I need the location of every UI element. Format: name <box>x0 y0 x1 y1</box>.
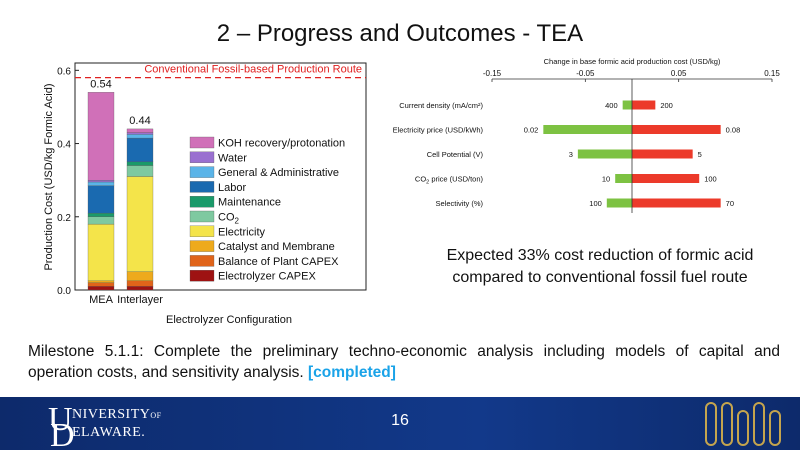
footer-bar: U NIVERSITYOF D ELAWARE. 16 <box>0 397 800 454</box>
plot-frame <box>74 62 367 291</box>
low-case-bar <box>622 100 632 110</box>
bar-segment <box>87 286 115 291</box>
x-tick-label: -0.15 <box>483 69 502 78</box>
category-label: MEA <box>89 294 114 306</box>
slide-title: 2 – Progress and Outcomes - TEA <box>216 20 584 47</box>
sensitivity-parameter-label: Selectivity (%) <box>435 199 483 208</box>
high-case-bar <box>632 174 700 183</box>
bar-segment <box>87 216 115 225</box>
bar-segment <box>126 132 154 135</box>
low-case-bar <box>606 198 632 208</box>
sensitivity-parameter-label: Cell Potential (V) <box>427 150 484 159</box>
high-case-value-label: 70 <box>726 199 734 208</box>
legend-swatch <box>189 151 215 163</box>
bar-total-label: 0.44 <box>129 115 150 127</box>
legend-label: Maintenance <box>218 197 281 209</box>
high-case-bar <box>632 100 656 110</box>
x-tick-label: 0.05 <box>671 69 687 78</box>
bar-segment <box>126 137 154 163</box>
milestone-statement: Milestone 5.1.1: Complete the preliminar… <box>28 341 780 383</box>
logo-initial-d: D <box>50 417 75 454</box>
legend-label: General & Administrative <box>218 167 339 179</box>
legend-label: Electricity <box>218 226 266 238</box>
bar-segment <box>126 176 154 272</box>
legend-swatch <box>189 225 215 237</box>
legend-swatch <box>189 255 215 267</box>
high-case-value-label: 200 <box>660 101 673 110</box>
high-case-value-label: 0.08 <box>726 126 741 135</box>
bar-segment <box>87 180 115 183</box>
bar-segment <box>87 181 115 186</box>
low-case-value-label: 100 <box>589 199 602 208</box>
bar-segment <box>126 161 154 166</box>
legend-label: Electrolyzer CAPEX <box>218 271 316 283</box>
legend-swatch <box>189 166 215 178</box>
logo-line-1: NIVERSITYOF <box>72 407 162 423</box>
legend-swatch <box>189 270 215 282</box>
sensitivity-parameter-label: Current density (mA/cm²) <box>399 101 483 110</box>
legend-label: CO2 <box>218 212 240 226</box>
high-case-value-label: 100 <box>704 175 717 184</box>
low-case-value-label: 0.02 <box>524 126 539 135</box>
logo-line-2: ELAWARE. <box>72 425 146 440</box>
high-case-value-label: 5 <box>698 150 702 159</box>
milestone-text: Milestone 5.1.1: Complete the preliminar… <box>28 343 780 381</box>
tornado-chart: Change in base formic acid production co… <box>393 57 780 213</box>
bar-segment <box>126 134 154 139</box>
low-case-bar <box>615 174 632 183</box>
bar-segment <box>126 128 154 133</box>
low-case-value-label: 10 <box>602 175 610 184</box>
bar-segment <box>87 223 115 281</box>
y-tick-label: 0.0 <box>57 286 71 297</box>
x-axis-label: Electrolyzer Configuration <box>166 314 292 326</box>
tornado-title: Change in base formic acid production co… <box>544 57 721 66</box>
logo-initial-u: U <box>48 401 73 438</box>
high-case-bar <box>632 198 721 208</box>
legend-swatch <box>189 181 215 193</box>
legend-swatch <box>189 240 215 252</box>
x-tick-label: 0.15 <box>764 69 780 78</box>
legend-label: Water <box>218 152 247 164</box>
cost-reduction-callout: Expected 33% cost reduction of formic ac… <box>446 247 754 286</box>
logo-word-university: NIVERSITY <box>72 407 151 422</box>
bar-segment <box>87 185 115 214</box>
reference-line-label: Conventional Fossil-based Production Rou… <box>144 64 362 76</box>
milestone-status: [completed] <box>308 364 396 381</box>
legend-label: Balance of Plant CAPEX <box>218 256 339 268</box>
high-case-bar <box>632 149 693 159</box>
sensitivity-parameter-label: Electricity price (USD/kWh) <box>393 126 484 135</box>
legend-swatch <box>189 210 215 223</box>
logo-word-of: OF <box>150 411 162 420</box>
bar-segment <box>126 271 154 281</box>
bar-total-label: 0.54 <box>90 78 111 90</box>
bar-segment <box>87 92 115 181</box>
low-case-value-label: 400 <box>605 101 618 110</box>
y-axis-label: Production Cost (USD/kg Formic Acid) <box>43 83 55 270</box>
bar-segment <box>126 286 154 291</box>
low-case-bar <box>543 125 632 134</box>
bar-segment <box>87 212 115 217</box>
legend-swatch <box>189 196 215 208</box>
bar-segment <box>87 280 115 283</box>
stacked-bar-chart: 0.0 0.2 0.4 0.6 Conventional Fossil-based P… <box>43 62 367 326</box>
bar-segment <box>126 165 154 177</box>
page-number: 16 <box>391 412 409 429</box>
y-tick-label: 0.2 <box>57 213 71 224</box>
category-label: Interlayer <box>117 294 163 306</box>
bar-segment <box>126 280 154 287</box>
low-case-bar <box>577 149 632 159</box>
decorative-pattern-icon <box>705 402 781 446</box>
y-tick-label: 0.4 <box>57 140 71 151</box>
legend-label: Labor <box>218 182 246 194</box>
high-case-bar <box>632 125 721 134</box>
bar-segment <box>87 282 115 287</box>
y-tick-label: 0.6 <box>57 66 71 77</box>
x-tick-label: -0.05 <box>576 69 595 78</box>
sensitivity-parameter-label: CO2 price (USD/ton) <box>415 175 484 186</box>
legend-label: KOH recovery/protonation <box>218 138 345 150</box>
low-case-value-label: 3 <box>569 150 573 159</box>
legend-swatch <box>189 136 215 149</box>
legend-label: Catalyst and Membrane <box>218 241 335 253</box>
